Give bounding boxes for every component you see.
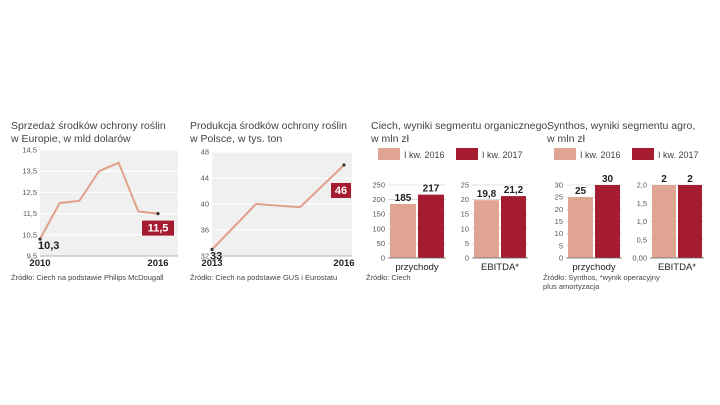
chart3-source: Źródło: Ciech (366, 273, 411, 282)
chart2-ytick-label: 48 (201, 148, 209, 157)
chart2-series-line (211, 164, 345, 251)
chart2-first-value-label: 33 (210, 251, 222, 263)
chart1-ytick-label: 9,5 (27, 252, 37, 261)
chart4-group2-ytick-label: 1,5 (637, 199, 647, 208)
chart3-group2-bar-value-label: 19,8 (477, 189, 497, 200)
chart1-last-value-label: 11,5 (148, 223, 169, 235)
chart3-group1-ytick-label: 150 (372, 210, 385, 219)
chart2-ytick-label: 36 (201, 226, 209, 235)
chart4-group1-ytick-label: 0 (559, 254, 563, 263)
chart3-group1-ytick-label: 250 (372, 181, 385, 190)
chart3-group1-bar-value-label: 217 (423, 184, 440, 195)
chart4-group1-bar-value-label: 25 (575, 186, 587, 197)
chart2-title-line1: Produkcja środków ochrony roślin (190, 120, 347, 132)
chart3-group2-bar (501, 196, 526, 258)
chart1-title-line1: Sprzedaż środków ochrony roślin (11, 120, 166, 132)
chart3-source-line1: Źródło: Ciech (366, 273, 411, 282)
chart3-group1-ytick-label: 100 (372, 224, 385, 233)
chart1-ytick-label: 11,5 (23, 209, 37, 218)
chart2-title: Produkcja środków ochrony roślin w Polsc… (190, 120, 347, 146)
chart3-group1-bar (418, 194, 444, 258)
chart3-legend-label: I kw. 2017 (482, 150, 523, 160)
chart3-legend-label: I kw. 2016 (404, 150, 445, 160)
chart4-group1-bar (595, 185, 620, 258)
chart1-last-value-badge (142, 220, 174, 236)
chart4-group1-ytick-label: 30 (555, 181, 563, 190)
chart2-source: Źródło: Ciech na podstawie GUS i Eurosta… (190, 273, 338, 282)
chart3-group2-ytick-label: 20 (461, 195, 469, 204)
chart3-title-line2: w mln zł (371, 133, 409, 145)
chart3-group2-ytick-label: 25 (461, 181, 469, 190)
chart4-group2-ytick-label: 0,00 (632, 254, 647, 263)
chart3-group1-ytick-label: 200 (372, 195, 385, 204)
chart1-xtick-label: 2016 (147, 258, 168, 269)
chart3-group1-bar (390, 203, 416, 258)
chart3-legend-swatch (378, 148, 400, 160)
chart4-group2-bar (678, 185, 702, 258)
chart2-ytick-label: 44 (201, 174, 209, 183)
chart4-group1-category-label: przychody (572, 262, 616, 273)
chart3-group1-ytick-label: 0 (381, 254, 385, 263)
chart4-group2-ytick-label: 0,5 (637, 235, 647, 244)
chart4-title-line1: Synthos, wyniki segmentu agro, (547, 120, 696, 132)
chart2-last-value-badge (331, 183, 351, 198)
chart4-group2-ytick-label: 2,0 (637, 181, 647, 190)
chart4-legend-label: I kw. 2016 (580, 150, 621, 160)
chart3-group2-ytick-label: 10 (461, 224, 469, 233)
chart4-group2-ytick-label: 1,0 (637, 217, 647, 226)
chart4-group1-ytick-label: 15 (555, 217, 563, 226)
chart3-title: Ciech, wyniki segmentu organicznego, w m… (371, 120, 550, 146)
chart3-title-line1: Ciech, wyniki segmentu organicznego, (371, 120, 551, 132)
chart4-title-line2: w mln zł (547, 133, 585, 145)
chart3-group2-ytick-label: 0 (465, 254, 469, 263)
chart3-group2-bar (474, 200, 499, 258)
chart1-ytick-label: 12,5 (22, 188, 37, 197)
chart3-group2-category-label: EBITDA* (481, 262, 519, 273)
chart4-group1-ytick-label: 10 (555, 229, 563, 238)
chart4-group2-bar-value-label: 2 (661, 174, 667, 185)
chart2-title-line2: w Polsce, w tys. ton (190, 133, 283, 145)
chart2-first-point (210, 247, 214, 252)
chart2-last-value-label: 46 (335, 185, 347, 197)
chart2-ytick-label: 40 (201, 200, 209, 209)
chart1-ytick-label: 10,5 (22, 230, 37, 239)
chart3-group2-ytick-label: 5 (465, 239, 469, 248)
chart4-group2-bar (652, 185, 676, 258)
chart4-source: Źródło: Synthos, *wynik operacyjny plus … (543, 273, 660, 291)
chart1-title: Sprzedaż środków ochrony roślin w Europi… (11, 120, 166, 146)
chart2-xtick-label: 2013 (201, 258, 222, 269)
chart3-group2-ytick-label: 15 (461, 210, 469, 219)
chart1-ytick-label: 13,5 (22, 167, 37, 176)
chart4-group1-bar-value-label: 30 (602, 174, 614, 185)
chart1-ytick-label: 14,5 (22, 146, 37, 155)
chart2-last-point (342, 163, 346, 167)
chart1-title-line2: w Europie, w mld dolarów (11, 133, 131, 145)
chart1-series-line (39, 161, 159, 240)
chart4-group1-ytick-label: 5 (559, 241, 563, 250)
chart3-group1-bar-value-label: 185 (395, 193, 412, 204)
chart1-first-point (38, 237, 42, 241)
chart4-group2-category-label: EBITDA* (658, 262, 696, 273)
chart1-last-point (156, 212, 160, 216)
chart4-title: Synthos, wyniki segmentu agro, w mln zł (547, 120, 695, 146)
chart3-group2-bar-value-label: 21,2 (504, 185, 524, 196)
chart4-legend-swatch (554, 148, 576, 160)
chart4-group1-ytick-label: 20 (555, 205, 563, 214)
chart1-first-value-label: 10,3 (38, 240, 59, 252)
chart1-source: Źródło: Ciech na podstawie Philips McDou… (11, 273, 164, 282)
chart3-legend-swatch (456, 148, 478, 160)
chart2-xtick-label: 2016 (333, 258, 354, 269)
chart3-group1-category-label: przychody (395, 262, 439, 273)
chart4-group2-bar-value-label: 2 (687, 174, 693, 185)
chart4-source-line1: Źródło: Synthos, *wynik operacyjny (543, 273, 660, 282)
chart4-legend-swatch (632, 148, 654, 160)
chart2-ytick-label: 32 (201, 252, 209, 261)
chart4-group1-ytick-label: 25 (555, 193, 563, 202)
chart4-group1-bar (568, 197, 593, 258)
chart3-group1-ytick-label: 50 (377, 239, 385, 248)
chart1-xtick-label: 2010 (29, 258, 50, 269)
chart4-legend-label: I kw. 2017 (658, 150, 699, 160)
chart4-source-line2: plus amortyzacja (543, 282, 600, 291)
